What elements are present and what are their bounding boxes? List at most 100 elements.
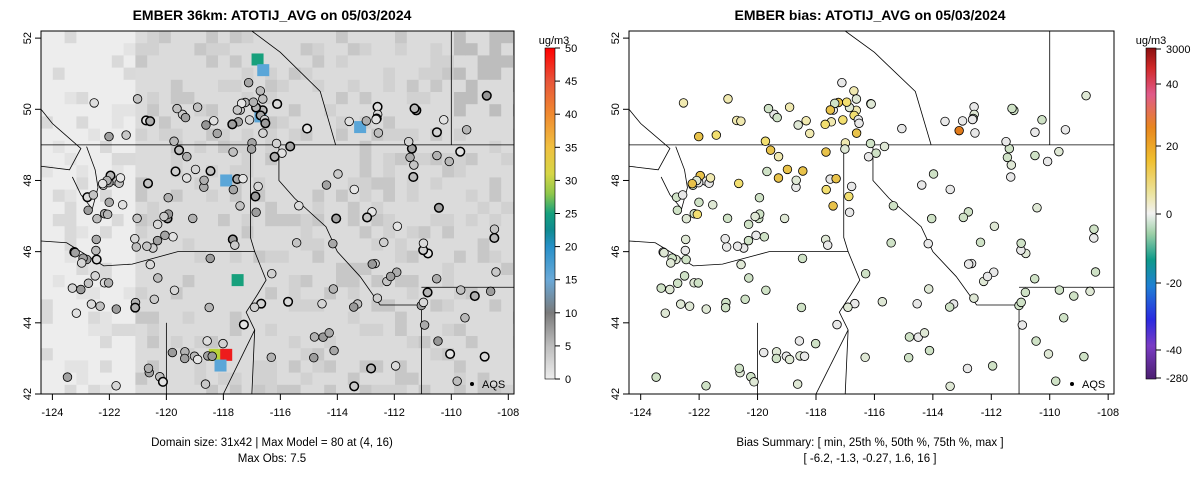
bias-point [666, 258, 676, 268]
grid-cell [395, 153, 408, 166]
grid-cell [454, 177, 467, 191]
site-point [409, 160, 419, 170]
grid-cell [170, 238, 184, 252]
grid-cell [406, 79, 420, 93]
grid-cell [300, 226, 313, 239]
highlight-cell [214, 359, 227, 372]
grid-cell [182, 287, 195, 300]
grid-cell [477, 201, 490, 215]
grid-cell [489, 336, 502, 349]
x-tick-label: -122 [98, 407, 120, 419]
grid-cell [147, 128, 160, 142]
grid-cell [52, 43, 66, 56]
grid-cell [430, 104, 443, 117]
bias-point [743, 219, 754, 230]
grid-cell [218, 153, 231, 166]
grid-cell [406, 250, 420, 264]
grid-cell [64, 336, 77, 349]
grid-cell [288, 348, 302, 361]
grid-cell [206, 238, 219, 252]
grid-cell [41, 348, 54, 361]
site-point [250, 191, 261, 202]
grid-cell [182, 384, 195, 394]
grid-cell [182, 226, 195, 239]
grid-cell [88, 67, 101, 81]
grid-cell [324, 262, 337, 276]
grid-cell [76, 43, 89, 56]
grid-cell [135, 250, 148, 264]
grid-cell [159, 43, 172, 56]
bias-point [1054, 285, 1065, 295]
grid-cell [395, 299, 408, 313]
observation-sites [62, 77, 501, 392]
grid-cell [383, 92, 396, 105]
bias-point [1030, 127, 1040, 137]
bias-point [1006, 160, 1017, 170]
bias-point [773, 173, 784, 183]
grid-cell [454, 323, 467, 337]
grid-cell [347, 250, 361, 264]
grid-cell [336, 360, 349, 374]
bias-point [765, 145, 776, 155]
grid-cell [288, 165, 302, 178]
grid-cell [170, 299, 184, 313]
grid-cell [206, 214, 219, 227]
site-point [188, 213, 198, 224]
grid-cell [135, 67, 148, 81]
border-line [843, 144, 849, 252]
bias-point [723, 94, 733, 104]
grid-cell [501, 336, 514, 349]
grid-cell [135, 275, 148, 288]
grid-cell [277, 360, 290, 374]
bias-point [672, 205, 683, 215]
grid-cell [513, 372, 514, 386]
grid-cell [336, 336, 349, 349]
grid-cell [418, 214, 431, 227]
grid-cell [371, 299, 384, 313]
grid-cell [218, 372, 231, 386]
grid-cell [218, 262, 231, 276]
grid-cell [442, 201, 455, 215]
grid-cell [218, 43, 231, 56]
map-borders [41, 31, 514, 394]
grid-cell [454, 201, 467, 215]
grid-cell [123, 311, 136, 325]
grid-cell [52, 336, 66, 349]
bias-point [701, 381, 711, 391]
grid-cell [465, 238, 479, 252]
bias-point [840, 144, 850, 154]
grid-cell [395, 201, 408, 215]
grid-cell [123, 140, 136, 154]
bias-point [736, 116, 746, 126]
site-point [258, 94, 268, 104]
grid-cell [477, 262, 490, 276]
site-point [251, 207, 261, 218]
bias-point [660, 308, 670, 318]
site-point [258, 128, 268, 138]
grid-cell [489, 250, 502, 264]
grid-cell [454, 214, 467, 227]
grid-cell [206, 31, 219, 44]
grid-cell [194, 262, 207, 276]
x-tick-label: -114 [922, 407, 943, 419]
grid-cell [336, 177, 349, 191]
bias-point [820, 119, 830, 130]
bias-point [1030, 150, 1040, 161]
grid-cell [64, 323, 77, 337]
bias-point [969, 293, 979, 303]
grid-cell [454, 104, 467, 117]
grid-cell [229, 384, 243, 394]
colorbar-tick-label: 40 [1166, 79, 1178, 91]
grid-cell [383, 116, 396, 130]
grid-cell [277, 275, 290, 288]
site-point [157, 376, 168, 387]
grid-cell [465, 336, 479, 349]
grid-cell [371, 311, 384, 325]
grid-cell [88, 116, 101, 130]
site-point [76, 258, 87, 268]
site-point [91, 254, 102, 265]
grid-cell [383, 177, 396, 191]
colorbar-tick-label: 40 [565, 109, 577, 121]
bias-point [924, 345, 935, 356]
grid-cell [430, 189, 443, 203]
